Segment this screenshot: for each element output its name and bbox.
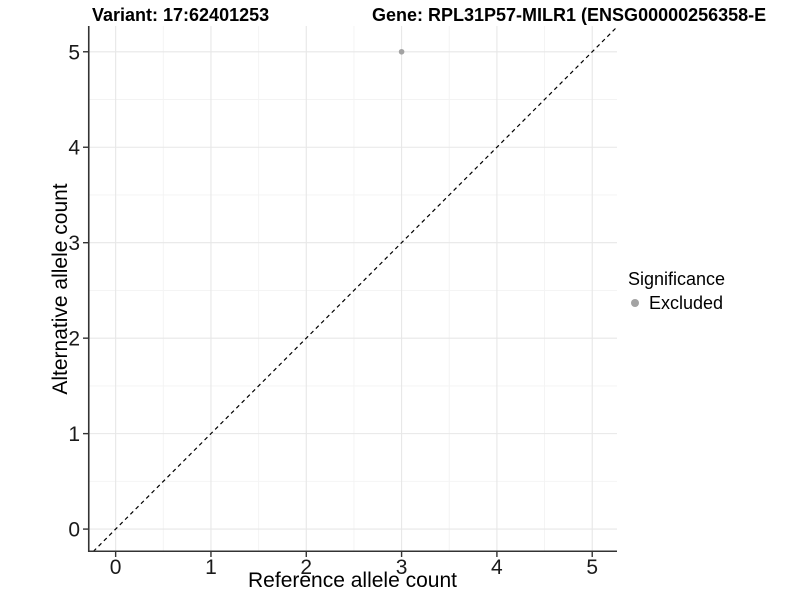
x-tick-label: 5: [586, 556, 598, 579]
x-tick-label: 3: [396, 556, 408, 579]
x-tick-label: 0: [110, 556, 122, 579]
y-tick-label: 3: [68, 232, 80, 255]
variant-title: Variant: 17:62401253: [92, 5, 270, 25]
x-axis-title: Reference allele count: [248, 569, 457, 592]
y-tick-label: 2: [68, 328, 80, 351]
legend-item-excluded: Excluded: [628, 292, 725, 314]
plot-area: 0 1 2 3 4 5 0 1 2 3 4 5: [68, 26, 617, 579]
excluded-point-icon: [631, 299, 639, 307]
x-tick-label: 4: [491, 556, 503, 579]
x-tick-label: 1: [205, 556, 217, 579]
y-tick-label: 4: [68, 137, 80, 160]
legend-item-label: Excluded: [649, 293, 724, 313]
y-tick-label: 5: [68, 41, 80, 64]
y-tick-label: 0: [68, 519, 80, 542]
y-axis-title: Alternative allele count: [49, 183, 72, 395]
y-tick-label: 1: [68, 423, 80, 446]
x-tick-label: 2: [300, 556, 312, 579]
data-point: [398, 48, 405, 55]
legend: Significance Excluded: [628, 268, 725, 314]
legend-title: Significance: [628, 269, 726, 289]
gene-title: Gene: RPL31P57-MILR1 (ENSG00000256358-E: [372, 5, 767, 25]
identity-reference-line: [91, 26, 617, 552]
